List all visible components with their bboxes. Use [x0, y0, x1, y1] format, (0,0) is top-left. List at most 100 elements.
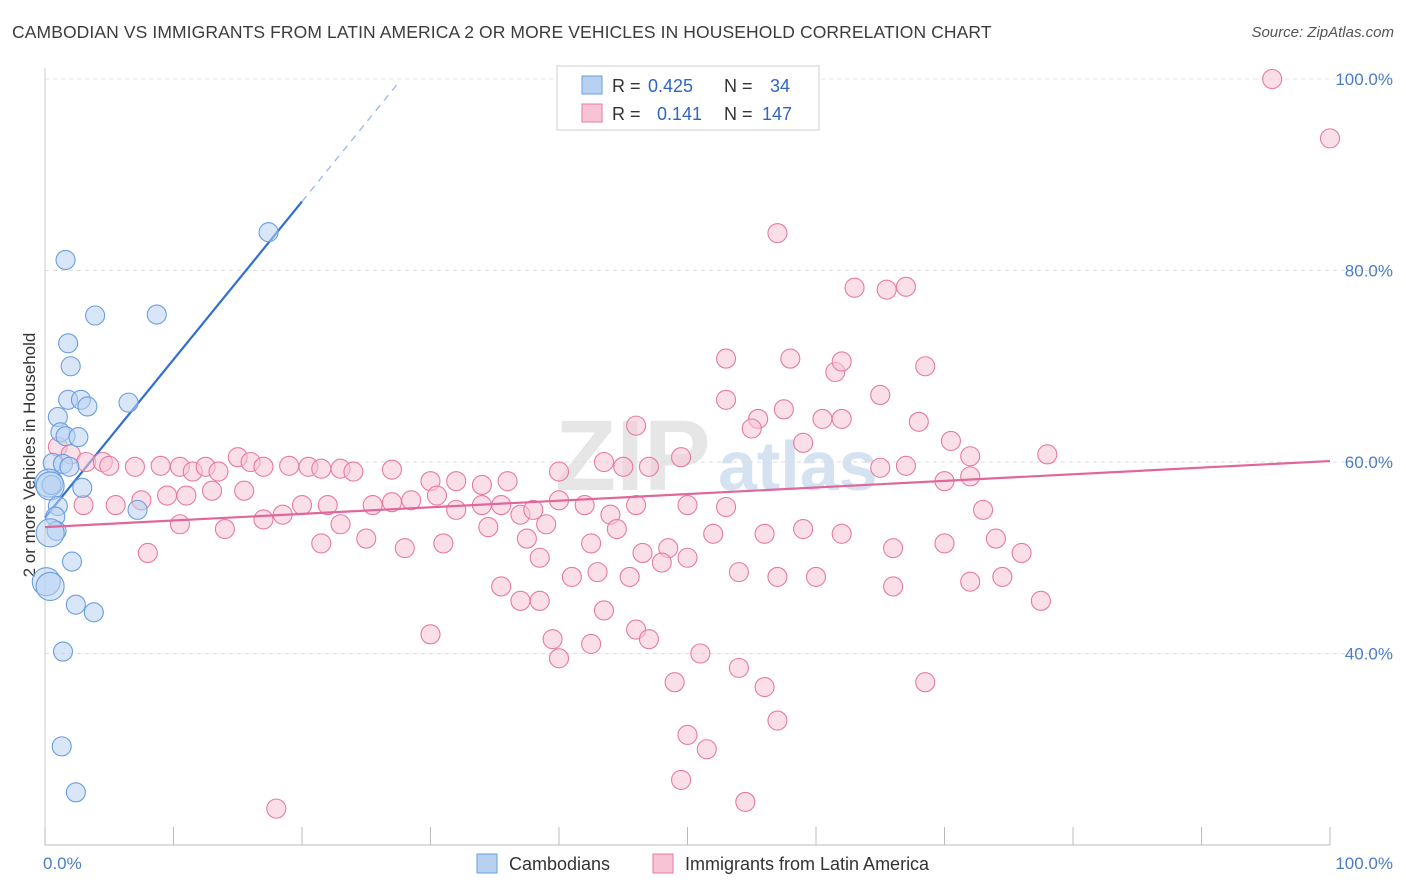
- immigrant-point-60: [157, 485, 178, 506]
- immigrant-point-22: [960, 446, 981, 467]
- cambodian-point-30: [52, 641, 74, 662]
- immigrant-point-48: [548, 461, 570, 482]
- immigrant-point-117: [960, 571, 981, 592]
- immigrant-point-21: [940, 430, 961, 451]
- immigrant-point-9: [831, 351, 852, 372]
- bottom-legend-label-immigrants: Immigrants from Latin America: [685, 854, 930, 874]
- immigrant-point-115: [805, 566, 827, 587]
- immigrant-point-66: [291, 495, 313, 516]
- immigrant-point-87: [311, 533, 332, 554]
- immigrant-point-77: [523, 499, 544, 520]
- immigrant-point-12: [715, 389, 737, 410]
- immigrant-point-136: [696, 739, 717, 760]
- immigrant-point-2: [767, 223, 788, 244]
- cambodian-point-33: [258, 222, 279, 243]
- immigrant-point-20: [793, 432, 814, 453]
- legend-n-value-2: 147: [762, 104, 792, 124]
- immigrant-point-91: [478, 517, 499, 538]
- immigrant-point-95: [606, 518, 627, 540]
- immigrant-point-81: [626, 495, 647, 516]
- immigrant-point-119: [1030, 590, 1051, 611]
- immigrant-point-6: [715, 348, 737, 369]
- immigrant-point-5: [895, 276, 917, 297]
- cambodian-point-32: [65, 782, 86, 803]
- immigrant-point-43: [381, 459, 403, 480]
- immigrant-point-56: [960, 466, 981, 487]
- legend-n-label-2: N =: [724, 104, 753, 124]
- y-tick-label-40: 40.0%: [1345, 645, 1393, 664]
- immigrant-point-127: [728, 657, 749, 678]
- immigrant-point-42: [343, 461, 364, 482]
- immigrant-point-28: [99, 455, 120, 476]
- immigrant-point-96: [632, 542, 653, 564]
- immigrant-point-73: [446, 499, 467, 520]
- legend-swatch-cambodians: [581, 75, 603, 95]
- legend-swatch-immigrants: [581, 103, 603, 123]
- immigrant-point-57: [73, 495, 94, 516]
- immigrant-point-100: [793, 518, 814, 540]
- immigrant-point-84: [972, 499, 994, 520]
- immigrant-point-103: [934, 533, 955, 554]
- immigrant-point-0: [1262, 68, 1283, 90]
- bottom-legend-swatch-immigrants: [652, 853, 674, 874]
- immigrant-point-71: [401, 490, 422, 511]
- immigrant-point-34: [208, 461, 229, 482]
- immigrant-point-107: [529, 547, 550, 568]
- trendline-cambodians: [44, 82, 399, 519]
- y-tick-label-80: 80.0%: [1345, 262, 1393, 281]
- immigrant-point-82: [677, 495, 698, 516]
- immigrant-point-1: [1319, 128, 1341, 149]
- immigrant-point-61: [176, 485, 197, 506]
- cambodian-point-21: [127, 499, 148, 520]
- tick-labels: 100.0% 80.0% 60.0% 40.0% 0.0% 100.0%: [43, 70, 1393, 873]
- immigrant-point-47: [497, 471, 518, 492]
- immigrant-point-45: [446, 471, 467, 492]
- immigrant-point-85: [169, 514, 190, 535]
- legend-n-label-1: N =: [724, 76, 753, 96]
- legend-n-value-1: 34: [770, 76, 790, 96]
- immigrant-point-133: [664, 672, 685, 693]
- immigrant-point-17: [908, 411, 929, 432]
- immigrant-point-114: [767, 566, 788, 587]
- cambodian-point-15: [59, 456, 80, 477]
- immigrant-point-63: [234, 480, 255, 501]
- immigrant-point-125: [638, 629, 660, 650]
- trendline-immigrants-solid: [44, 459, 1331, 529]
- trendline-immigrants: [44, 459, 1331, 529]
- immigrant-point-37: [253, 456, 274, 477]
- immigrant-point-129: [420, 624, 441, 645]
- immigrant-point-86: [214, 518, 235, 540]
- cambodian-point-28: [65, 594, 86, 615]
- immigrant-point-112: [677, 547, 698, 568]
- immigrant-point-139: [266, 798, 287, 819]
- immigrant-point-16: [831, 408, 852, 429]
- immigrant-point-131: [581, 633, 602, 654]
- immigrant-point-137: [671, 769, 692, 790]
- immigrant-point-140: [915, 672, 936, 693]
- legend-r-value-2: 0.141: [657, 104, 702, 124]
- immigrant-point-101: [831, 523, 852, 544]
- cambodian-point-2: [146, 304, 167, 325]
- immigrant-point-14: [773, 399, 794, 420]
- axes: [44, 68, 1331, 846]
- immigrant-point-49: [593, 451, 615, 473]
- series-cambodians-points: [31, 222, 279, 803]
- series-legend: Cambodians Immigrants from Latin America: [476, 853, 930, 874]
- immigrant-point-110: [619, 566, 640, 587]
- immigrant-point-7: [780, 348, 801, 369]
- immigrant-point-123: [593, 600, 615, 621]
- immigrant-point-130: [542, 629, 563, 650]
- immigrant-point-18: [626, 415, 647, 436]
- immigrant-point-122: [529, 590, 550, 611]
- chart-title: CAMBODIAN VS IMMIGRANTS FROM LATIN AMERI…: [12, 22, 992, 42]
- cambodian-point-1: [85, 305, 106, 326]
- cambodian-point-31: [51, 736, 72, 757]
- immigrant-point-30: [150, 455, 171, 476]
- immigrant-point-99: [754, 523, 775, 544]
- immigrant-point-68: [330, 514, 351, 535]
- immigrant-point-92: [516, 528, 537, 549]
- immigrant-point-135: [677, 724, 698, 745]
- cambodian-point-8: [118, 392, 139, 413]
- immigrant-point-40: [311, 458, 332, 479]
- cambodian-point-27: [35, 571, 65, 602]
